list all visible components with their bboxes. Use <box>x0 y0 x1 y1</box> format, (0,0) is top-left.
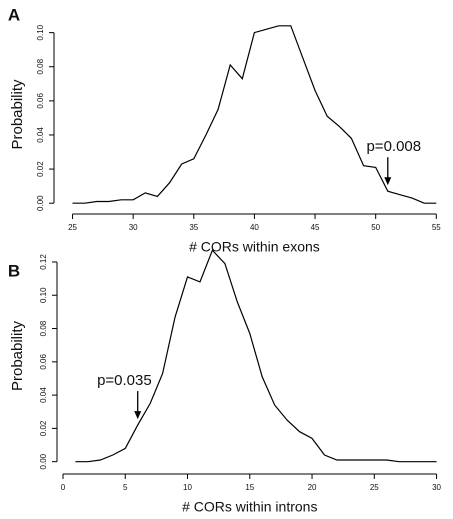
x-tick-label: 5 <box>123 483 128 492</box>
data-line <box>75 249 437 463</box>
annotation-text: p=0.008 <box>366 138 421 155</box>
y-axis-label: Probability <box>9 79 26 150</box>
x-tick-label: 25 <box>68 223 77 232</box>
x-tick-label: 15 <box>245 483 254 492</box>
x-axis-label: # CORs within exons <box>189 239 320 255</box>
x-tick-label: 0 <box>61 483 66 492</box>
annotation-arrowhead <box>384 177 392 186</box>
y-tick-label: 0.00 <box>36 195 45 211</box>
annotation-text: p=0.035 <box>97 372 152 389</box>
x-tick-label: 30 <box>432 483 441 492</box>
y-tick-label: 0.12 <box>39 254 48 270</box>
x-tick-label: 45 <box>311 223 320 232</box>
annotation-arrowhead <box>134 411 142 420</box>
y-tick-label: 0.04 <box>39 387 48 403</box>
panel-label: A <box>8 5 20 24</box>
x-tick-label: 40 <box>250 223 259 232</box>
y-tick-label: 0.06 <box>36 93 45 109</box>
y-tick-label: 0.00 <box>39 453 48 469</box>
x-tick-label: 10 <box>183 483 192 492</box>
y-tick-label: 0.08 <box>39 320 48 336</box>
y-axis-label: Probability <box>9 320 26 391</box>
y-tick-label: 0.04 <box>36 127 45 143</box>
x-tick-label: 50 <box>371 223 380 232</box>
y-tick-label: 0.10 <box>39 287 48 303</box>
x-tick-label: 35 <box>189 223 198 232</box>
x-tick-label: 20 <box>308 483 317 492</box>
y-tick-label: 0.02 <box>36 161 45 177</box>
x-axis-label: # CORs within introns <box>182 499 317 515</box>
y-tick-label: 0.06 <box>39 353 48 369</box>
data-line <box>72 25 437 204</box>
x-tick-label: 30 <box>129 223 138 232</box>
panel-label: B <box>8 261 20 280</box>
y-tick-label: 0.10 <box>36 24 45 40</box>
x-tick-label: 55 <box>432 223 441 232</box>
y-tick-label: 0.02 <box>39 420 48 436</box>
x-tick-label: 25 <box>370 483 379 492</box>
y-tick-label: 0.08 <box>36 58 45 74</box>
